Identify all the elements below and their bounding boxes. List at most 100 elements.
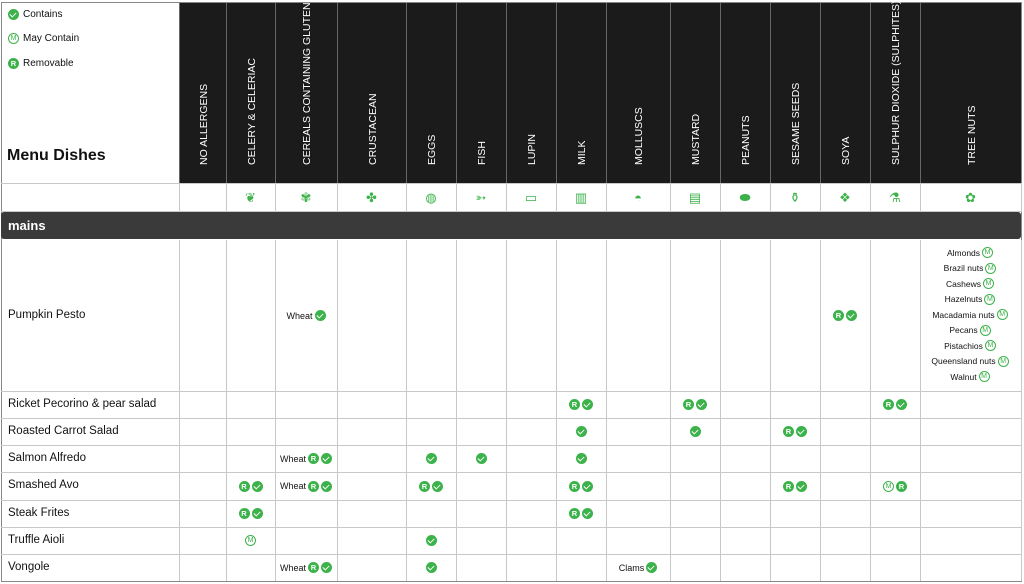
removable-icon: R <box>308 480 319 492</box>
sesame-icon: ⚱ <box>789 190 801 205</box>
celery-icon: ❦ <box>245 190 256 205</box>
may-contain-icon: M <box>982 278 994 289</box>
tree-nut-item: Pistachios M <box>920 340 1020 351</box>
removable-icon: R <box>783 426 794 437</box>
grid-line <box>1 183 1022 184</box>
allergen-label: CEREALS CONTAINING GLUTEN <box>301 2 313 165</box>
grid-line <box>226 183 227 211</box>
check-icon <box>646 562 658 573</box>
dish-name: Roasted Carrot Salad <box>8 424 119 437</box>
allergen-label: EGGS <box>426 134 438 165</box>
grid-line <box>1 445 1022 446</box>
grid-line <box>179 183 180 211</box>
grid-line <box>720 183 721 211</box>
grid-line <box>770 240 771 581</box>
tree-nut-name: Almonds <box>946 247 981 258</box>
allergen-mark <box>556 425 606 439</box>
allergen-label: NO ALLERGENS <box>197 83 210 165</box>
removable-icon: R <box>419 480 430 492</box>
tree-nut-name: Cashews <box>946 278 981 289</box>
allergen-header-crustacean: CRUSTACEAN <box>337 3 406 183</box>
tree-nut-item: Macadamia nuts M <box>920 309 1020 320</box>
tree-nut-name: Macadamia nuts <box>932 309 995 320</box>
grid-line <box>179 240 180 581</box>
may-contain-icon: M <box>978 371 990 382</box>
tree-nut-item: Almonds M <box>920 247 1020 258</box>
dish-name: Ricket Pecorino & pear salad <box>8 397 157 410</box>
allergen-label: CRUSTACEAN <box>366 93 379 165</box>
legend-contains: Contains <box>8 9 62 20</box>
mustard-icon: ▤ <box>688 190 702 205</box>
allergen-label: SULPHUR DIOXIDE (SULPHITES) <box>890 0 902 165</box>
allergen-mark: R <box>770 425 820 439</box>
check-icon <box>425 453 437 464</box>
allergen-mark: R <box>226 479 275 493</box>
removable-icon: R <box>8 58 19 69</box>
lupin-icon: ▭ <box>524 190 538 205</box>
removable-icon: R <box>569 508 580 519</box>
check-icon <box>432 480 443 492</box>
grid-line <box>337 240 338 581</box>
wine-bottle-icon: ⚗ <box>889 190 901 205</box>
check-icon <box>8 9 19 20</box>
crab-icon: ✤ <box>366 190 377 205</box>
grid-line <box>556 240 557 581</box>
grid-line <box>406 183 407 211</box>
allergen-label: SESAME SEEDS <box>790 82 802 165</box>
removable-icon: R <box>569 480 580 492</box>
grid-line <box>870 240 871 581</box>
mark-note: Wheat <box>279 453 306 464</box>
grid-line <box>820 240 821 581</box>
tree-nut-name: Pecans <box>949 325 978 335</box>
allergen-mark <box>406 452 456 466</box>
allergen-mark <box>456 452 506 466</box>
allergen-mark: Wheat <box>275 309 337 323</box>
grid-line <box>506 183 507 211</box>
check-icon <box>425 562 437 573</box>
removable-icon: R <box>308 453 319 464</box>
legend-removable: R Removable <box>8 58 74 69</box>
tree-nut-item: Cashews M <box>920 278 1020 289</box>
check-icon <box>251 480 263 492</box>
check-icon <box>425 535 437 546</box>
allergen-mark: R <box>556 398 606 412</box>
tree-nut-name: Queensland nuts <box>931 356 996 366</box>
grid-line <box>226 240 227 581</box>
allergen-header-celery-celeriac: CELERY & CELERIAC <box>226 3 275 183</box>
check-icon <box>582 508 593 519</box>
tree-nut-item: Hazelnuts M <box>920 293 1020 305</box>
check-icon <box>575 426 587 437</box>
removable-icon: R <box>569 399 580 410</box>
check-icon <box>689 426 701 437</box>
grid-line <box>770 183 771 211</box>
section-title: mains <box>8 218 46 233</box>
allergen-label: PEANUTS <box>740 115 752 165</box>
grid-line <box>820 183 821 211</box>
allergen-header-lupin: LUPIN <box>506 3 556 183</box>
grid-line <box>606 183 607 211</box>
check-icon <box>321 453 332 464</box>
may-contain-icon: M <box>996 309 1008 320</box>
tree-nut-name: Walnut <box>950 371 977 382</box>
section-header: mains <box>1 212 1021 239</box>
allergen-mark <box>556 452 606 466</box>
check-icon <box>796 480 807 492</box>
may-contain-icon: M <box>984 340 996 351</box>
allergen-mark: Clams <box>606 561 670 575</box>
removable-icon: R <box>238 480 250 492</box>
allergen-mark: R <box>226 507 275 521</box>
allergen-header-sulphur-dioxide-sulphites: SULPHUR DIOXIDE (SULPHITES) <box>870 0 920 183</box>
grid-line <box>920 240 921 581</box>
grid-line <box>670 183 671 211</box>
grid-line <box>1 554 1022 555</box>
dish-name: Smashed Avo <box>8 479 79 491</box>
check-icon <box>696 399 707 410</box>
tree-nut-name: Pistachios <box>944 340 983 351</box>
check-icon <box>475 453 487 464</box>
allergen-header-eggs: EGGS <box>406 3 456 183</box>
grid-line <box>506 240 507 581</box>
allergen-header-tree-nuts: TREE NUTS <box>920 3 1021 183</box>
mark-note: Clams <box>618 562 645 573</box>
allergen-mark: R <box>556 507 606 521</box>
